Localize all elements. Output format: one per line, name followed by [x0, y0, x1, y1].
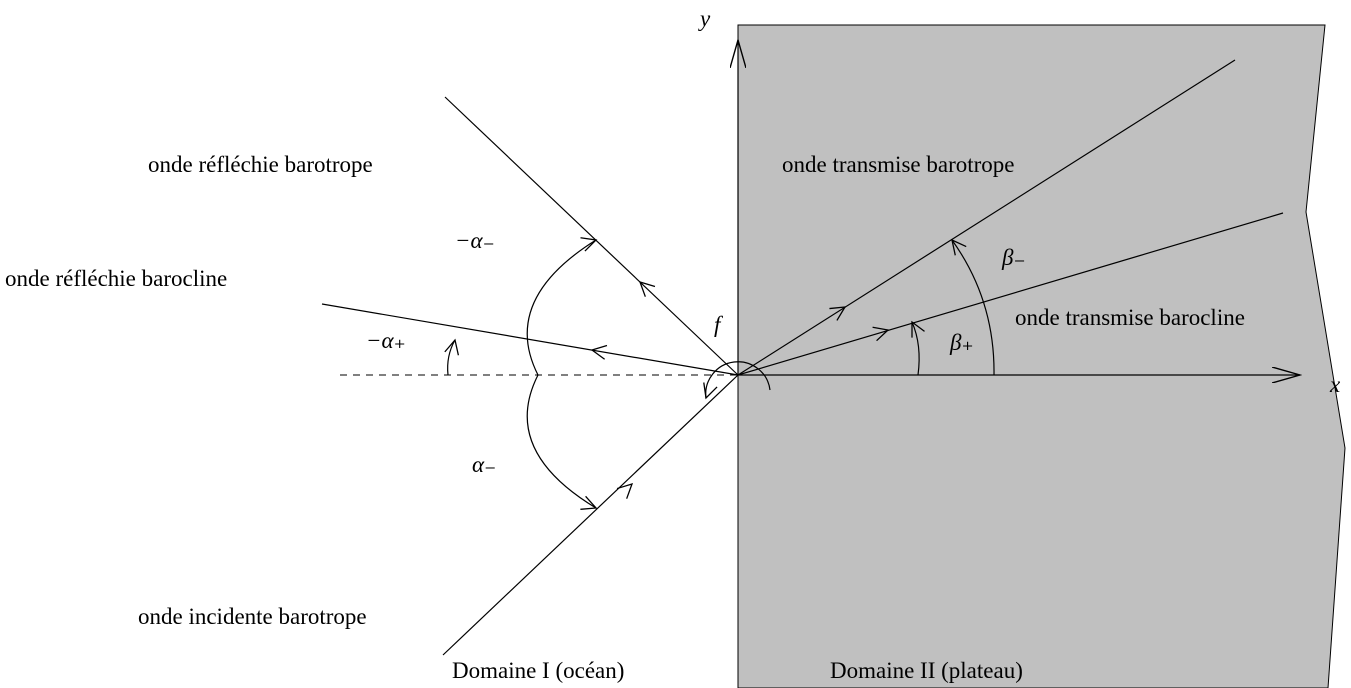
arrowhead — [616, 482, 634, 499]
label: Domaine II (plateau) — [830, 658, 1023, 683]
plateau-region — [737, 24, 1346, 688]
arrowhead — [590, 344, 608, 360]
angle-label: β₋ — [1001, 245, 1026, 270]
alpha-minus-arcs — [526, 239, 597, 509]
arrowhead — [829, 306, 847, 321]
angle-label: f — [714, 312, 724, 337]
transmitted-baroclinic-ray — [737, 212, 1284, 376]
incident-ray — [442, 374, 739, 656]
beta-minus-arc — [951, 239, 995, 376]
arrowhead — [580, 495, 598, 510]
arrowhead — [638, 280, 656, 297]
f-arc — [705, 361, 771, 399]
label: Domaine I (océan) — [452, 658, 624, 683]
angle-label: β₊ — [949, 330, 974, 355]
arrowhead — [872, 326, 890, 342]
reflected-baroclinic-ray — [321, 303, 739, 376]
arrowhead — [580, 237, 598, 252]
angle-label: −α₊ — [366, 328, 406, 353]
transmitted-barotropic-ray — [737, 59, 1236, 376]
angle-label: α₋ — [472, 452, 496, 477]
direction-arrows — [444, 237, 967, 510]
arrowhead — [703, 382, 718, 400]
label: onde transmise barocline — [1015, 305, 1245, 330]
reflected-barotropic-ray — [444, 96, 739, 376]
angle-label: −α₋ — [455, 228, 495, 253]
arrowhead — [444, 338, 460, 356]
arrowhead — [951, 238, 967, 256]
label: onde réfléchie barotrope — [148, 152, 373, 177]
beta-plus-arc — [911, 321, 920, 376]
label: onde incidente barotrope — [138, 604, 367, 629]
label: onde transmise barotrope — [782, 152, 1014, 177]
alpha-plus-arc — [447, 339, 456, 376]
label: onde réfléchie barocline — [5, 266, 227, 291]
y-label: y — [698, 6, 711, 31]
arrowhead — [911, 320, 925, 338]
x-label: x — [1329, 372, 1341, 397]
